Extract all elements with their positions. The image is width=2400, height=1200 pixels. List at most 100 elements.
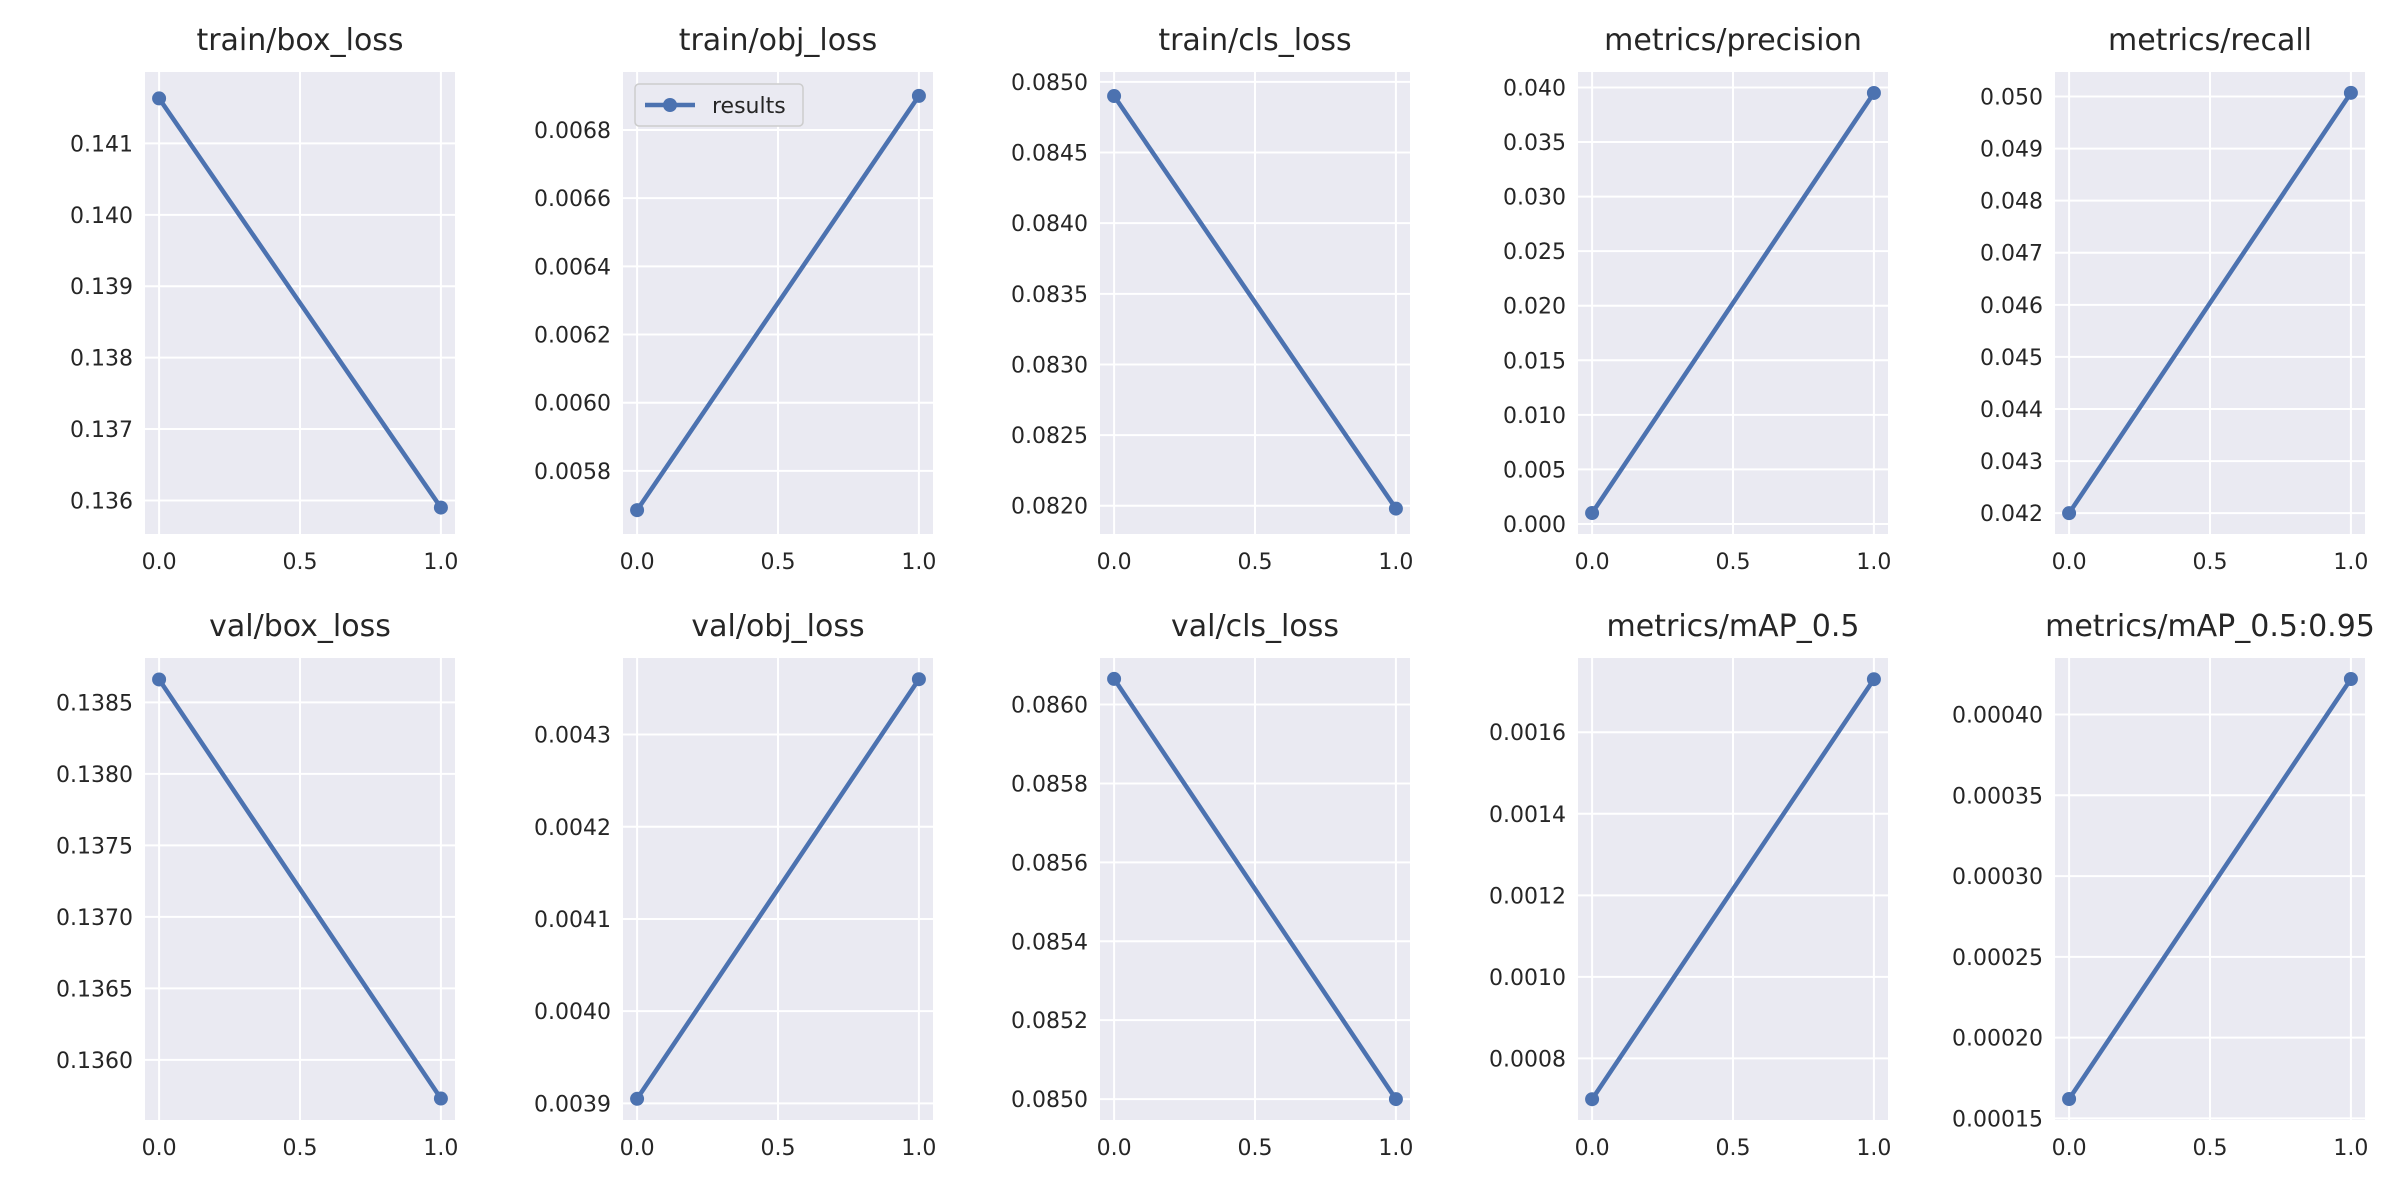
subplot-6: 0.0 0.5 1.0 0.1360 0.1365 0.1370 0.1375 0.1380 0… bbox=[56, 609, 458, 1161]
x-tick-label: 0.5 bbox=[761, 1136, 796, 1161]
y-tick-label: 0.048 bbox=[1980, 190, 2043, 215]
x-tick-label: 1.0 bbox=[901, 550, 936, 575]
data-point bbox=[152, 672, 167, 687]
subplot-3: 0.0 0.5 1.0 0.0820 0.0825 0.0830 0.0835 0.0840 0… bbox=[1011, 23, 1413, 575]
series-line bbox=[157, 678, 443, 1100]
y-tick-label: 0.042 bbox=[1980, 502, 2043, 527]
y-tick-label: 0.035 bbox=[1503, 131, 1566, 156]
x-tick-label: 0.0 bbox=[2052, 1136, 2087, 1161]
x-tick-label: 1.0 bbox=[1856, 550, 1891, 575]
y-tick-label: 0.00020 bbox=[1952, 1027, 2043, 1052]
subplot-title: val/cls_loss bbox=[1171, 609, 1339, 644]
y-tick-label: 0.0854 bbox=[1011, 930, 1088, 955]
subplot-4: 0.0 0.5 1.0 0.000 0.005 0.010 0.015 0.020 0.025 0… bbox=[1503, 23, 1891, 575]
x-tick-label: 1.0 bbox=[1856, 1136, 1891, 1161]
y-tick-label: 0.043 bbox=[1980, 450, 2043, 475]
subplot-title: metrics/precision bbox=[1604, 23, 1862, 58]
y-tick-label: 0.0016 bbox=[1489, 721, 1566, 746]
y-tick-label: 0.0850 bbox=[1011, 71, 1088, 96]
data-point bbox=[630, 1091, 645, 1106]
y-tick-label: 0.020 bbox=[1503, 295, 1566, 320]
y-tick-label: 0.00015 bbox=[1952, 1107, 2043, 1132]
y-tick-label: 0.00040 bbox=[1952, 704, 2043, 729]
y-tick-label: 0.138 bbox=[70, 347, 133, 372]
y-tick-label: 0.1375 bbox=[56, 834, 133, 859]
y-tick-label: 0.045 bbox=[1980, 346, 2043, 371]
y-tick-label: 0.0068 bbox=[534, 119, 611, 144]
legend-label: results bbox=[712, 94, 786, 119]
subplot-1: 0.0 0.5 1.0 0.136 0.137 0.138 0.139 0.140 0.141 t… bbox=[70, 23, 458, 575]
x-tick-label: 0.0 bbox=[142, 1136, 177, 1161]
y-tick-label: 0.140 bbox=[70, 204, 133, 229]
x-tick-label: 1.0 bbox=[423, 550, 458, 575]
series-line bbox=[1590, 677, 1876, 1101]
y-tick-label: 0.1365 bbox=[56, 977, 133, 1002]
data-point bbox=[630, 503, 645, 518]
y-tick-label: 0.015 bbox=[1503, 349, 1566, 374]
y-tick-label: 0.0041 bbox=[534, 908, 611, 933]
y-tick-label: 0.0845 bbox=[1011, 142, 1088, 167]
series-line bbox=[635, 94, 921, 512]
y-tick-label: 0.0825 bbox=[1011, 424, 1088, 449]
y-tick-label: 0.030 bbox=[1503, 186, 1566, 211]
subplot-title: metrics/mAP_0.5 bbox=[1607, 609, 1860, 644]
series-line bbox=[2067, 677, 2353, 1101]
y-tick-label: 0.044 bbox=[1980, 398, 2043, 423]
series-line bbox=[157, 97, 443, 509]
data-point bbox=[1388, 1092, 1403, 1107]
y-tick-label: 0.141 bbox=[70, 132, 133, 157]
y-tick-label: 0.005 bbox=[1503, 458, 1566, 483]
x-tick-label: 0.0 bbox=[142, 550, 177, 575]
x-tick-label: 1.0 bbox=[2333, 550, 2368, 575]
x-tick-label: 0.0 bbox=[1097, 550, 1132, 575]
y-tick-label: 0.1370 bbox=[56, 906, 133, 931]
y-tick-label: 0.046 bbox=[1980, 294, 2043, 319]
y-tick-label: 0.0062 bbox=[534, 324, 611, 349]
y-tick-label: 0.010 bbox=[1503, 404, 1566, 429]
y-tick-label: 0.050 bbox=[1980, 85, 2043, 110]
y-tick-label: 0.0856 bbox=[1011, 851, 1088, 876]
subplot-title: train/obj_loss bbox=[679, 23, 878, 58]
y-tick-label: 0.0820 bbox=[1011, 495, 1088, 520]
x-tick-label: 0.5 bbox=[283, 1136, 318, 1161]
legend-point-marker bbox=[663, 98, 677, 112]
data-point bbox=[2343, 672, 2358, 686]
data-point bbox=[2062, 506, 2077, 521]
series-line bbox=[2067, 91, 2353, 515]
x-tick-label: 0.5 bbox=[1716, 550, 1751, 575]
x-tick-label: 1.0 bbox=[901, 1136, 936, 1161]
x-tick-label: 1.0 bbox=[423, 1136, 458, 1161]
x-tick-label: 0.0 bbox=[620, 550, 655, 575]
data-point bbox=[1585, 1092, 1600, 1107]
y-tick-label: 0.0014 bbox=[1489, 803, 1566, 828]
y-tick-label: 0.0064 bbox=[534, 255, 611, 280]
x-tick-label: 1.0 bbox=[1378, 1136, 1413, 1161]
data-point bbox=[1107, 89, 1122, 104]
subplot-9: 0.0 0.5 1.0 0.0008 0.0010 0.0012 0.0014 0.0016 m… bbox=[1489, 609, 1891, 1161]
y-tick-label: 0.1360 bbox=[56, 1049, 133, 1074]
series-line bbox=[1112, 94, 1398, 510]
y-tick-label: 0.0858 bbox=[1011, 772, 1088, 797]
x-tick-label: 0.5 bbox=[1716, 1136, 1751, 1161]
y-tick-label: 0.047 bbox=[1980, 242, 2043, 267]
y-tick-label: 0.0008 bbox=[1489, 1047, 1566, 1072]
y-tick-label: 0.0830 bbox=[1011, 353, 1088, 378]
x-tick-label: 0.5 bbox=[1238, 550, 1273, 575]
x-tick-label: 0.0 bbox=[620, 1136, 655, 1161]
y-tick-label: 0.0840 bbox=[1011, 212, 1088, 237]
y-tick-label: 0.136 bbox=[70, 489, 133, 514]
x-tick-label: 1.0 bbox=[2333, 1136, 2368, 1161]
y-tick-label: 0.040 bbox=[1503, 76, 1566, 101]
y-tick-label: 0.0060 bbox=[534, 392, 611, 417]
series-line bbox=[1590, 91, 1876, 515]
data-point bbox=[152, 91, 167, 106]
x-tick-label: 0.0 bbox=[1097, 1136, 1132, 1161]
y-tick-label: 0.139 bbox=[70, 275, 133, 300]
y-tick-label: 0.0043 bbox=[534, 724, 611, 749]
data-point bbox=[2062, 1092, 2077, 1106]
y-tick-label: 0.0010 bbox=[1489, 966, 1566, 991]
data-point bbox=[433, 1091, 448, 1106]
subplot-7: 0.0 0.5 1.0 0.0039 0.0040 0.0041 0.0042 0.0043 v… bbox=[534, 609, 936, 1161]
y-tick-label: 0.00035 bbox=[1952, 784, 2043, 809]
